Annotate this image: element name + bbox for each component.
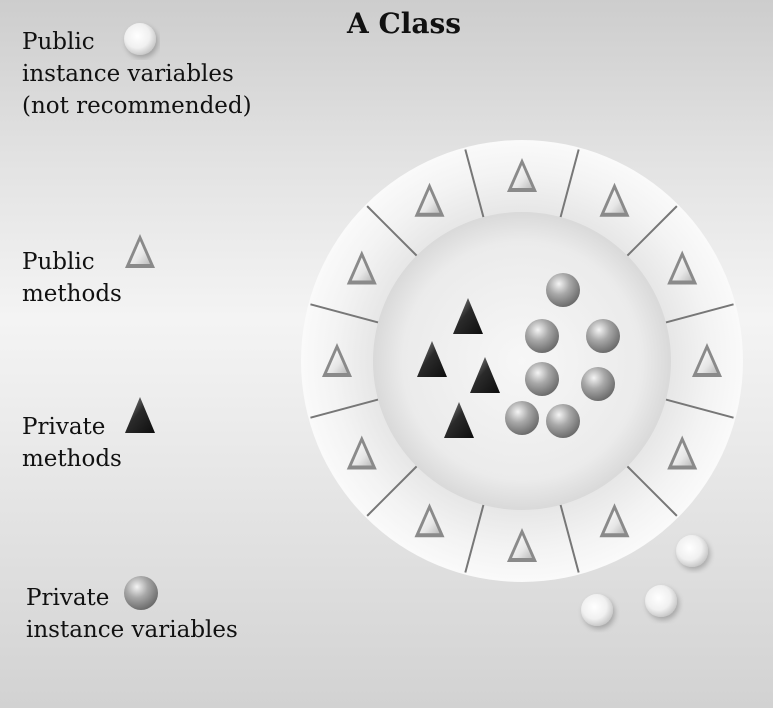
public-method-icon [346,250,377,285]
private-variable-icon [505,401,539,435]
public-method-icon [414,503,445,538]
legend-line: Public [22,29,95,55]
diagram-title: A Class [347,7,462,40]
ring-divider [464,149,485,218]
private-variable-icon [581,367,615,401]
public-method-icon [599,182,630,217]
public-method-icon [692,343,722,377]
legend-line: Public [22,249,95,275]
dark-triangle-icon [125,397,155,433]
ring-dividers [310,149,734,573]
legend-line: Private [22,414,106,440]
private-method-icon [417,341,447,377]
private-variable-icon [546,404,580,438]
public-method-icon [414,182,445,217]
ring-divider [464,504,485,573]
legend-line: (not recommended) [22,93,252,119]
ring-divider [626,465,678,517]
public-method-icon [667,250,698,285]
ring-divider [626,205,678,257]
ring-divider [366,465,418,517]
private-method-icon [444,402,474,438]
legend-private-variables-label: Private instance variables [26,582,238,646]
public-method-icon [322,343,352,377]
class-inner-core [373,212,671,510]
ring-divider [366,205,418,257]
public-method-icon [507,528,537,562]
white-sphere-icon [124,23,156,55]
legend-public-variables-label: Public instance variables (not recommend… [22,26,252,122]
ring-divider [559,149,580,218]
private-variable-icon [525,319,559,353]
private-method-icon [470,357,500,393]
legend-private-methods-label: Private methods [22,411,122,475]
public-methods-group [322,158,722,562]
private-variables-group [505,273,620,438]
white-triangle-icon [125,234,155,268]
legend-line: instance variables [26,617,238,643]
public-variables-group [581,535,708,626]
legend-line: instance variables [22,61,234,87]
ring-divider [665,398,734,419]
ring-divider [310,398,379,419]
private-variable-icon [586,319,620,353]
legend-line: methods [22,281,122,307]
legend-line: methods [22,446,122,472]
private-variable-icon [546,273,580,307]
public-variable-icon [645,585,677,617]
public-variable-icon [581,594,613,626]
private-method-icon [453,298,483,334]
gray-sphere-icon [124,576,158,610]
public-method-icon [667,435,698,470]
ring-divider [310,303,379,324]
ring-divider [559,504,580,573]
ring-divider [665,303,734,324]
private-methods-group [417,298,500,438]
private-variable-icon [525,362,559,396]
public-variable-icon [676,535,708,567]
public-method-icon [507,158,537,192]
public-method-icon [599,503,630,538]
legend-line: Private [26,585,110,611]
public-method-icon [346,435,377,470]
legend-public-methods-label: Public methods [22,246,122,310]
